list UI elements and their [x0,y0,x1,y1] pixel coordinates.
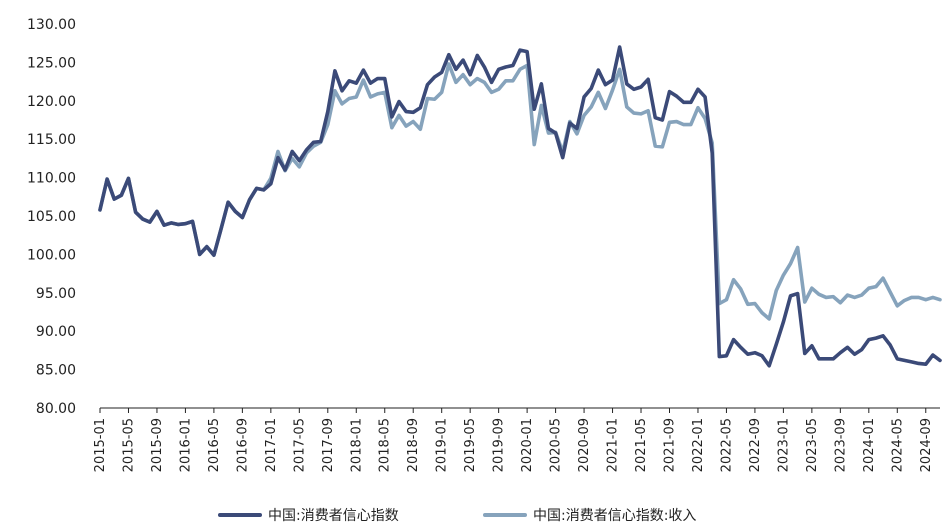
series-line-2 [98,62,942,321]
x-tick-label: 2022-05 [719,418,734,472]
x-tick-label: 2018-05 [378,418,393,472]
x-tick-label: 2023-05 [805,418,820,472]
x-tick-label: 2024-05 [890,418,905,472]
y-tick-label: 125.00 [27,55,76,71]
y-tick-label: 90.00 [36,324,76,340]
legend-item-2: 中国:消费者信心指数:收入 [483,504,696,526]
x-tick-label: 2017-01 [264,418,279,472]
x-tick-label: 2016-09 [235,418,250,472]
y-tick-label: 120.00 [27,94,76,110]
y-tick-label: 100.00 [27,247,76,263]
y-tick-label: 80.00 [36,401,76,417]
x-tick-label: 2018-09 [406,418,421,472]
x-tick-label: 2015-05 [121,418,136,472]
x-tick-label: 2017-09 [321,418,336,472]
x-tick-label: 2018-01 [349,418,364,472]
x-tick-label: 2021-09 [662,418,677,472]
x-tick-label: 2017-05 [292,418,307,472]
line-chart: 80.00 85.00 90.00 95.00 100.00 105.00 110.00 11… [27,17,942,472]
x-tick-label: 2021-01 [606,418,621,472]
x-tick-label: 2015-01 [93,418,108,472]
series-line-1 [98,45,942,368]
x-tick-label: 2016-01 [178,418,193,472]
y-tick-label: 105.00 [27,209,76,225]
x-tick-label: 2023-01 [776,418,791,472]
x-tick-label: 2020-09 [577,418,592,472]
x-tick-label: 2020-05 [549,418,564,472]
y-tick-label: 130.00 [27,17,76,33]
series-layer [98,45,942,368]
x-tick-label: 2016-05 [207,418,222,472]
x-tick-label: 2019-05 [463,418,478,472]
y-tick-label: 95.00 [36,286,76,302]
y-tick-label: 115.00 [27,132,76,148]
legend: 中国:消费者信心指数 中国:消费者信心指数:收入 [0,504,946,526]
x-tick-label: 2015-09 [150,418,165,472]
x-tick-label: 2020-01 [520,418,535,472]
y-axis: 80.00 85.00 90.00 95.00 100.00 105.00 110.00 11… [27,17,76,417]
x-tick-label: 2019-01 [435,418,450,472]
legend-swatch-1 [218,513,262,517]
legend-label-2: 中国:消费者信心指数:收入 [533,508,697,524]
x-tick-label: 2023-09 [833,418,848,472]
x-tick-label: 2024-09 [919,418,934,472]
legend-item-1: 中国:消费者信心指数 [218,504,399,526]
legend-label-1: 中国:消费者信心指数 [268,508,399,524]
y-tick-label: 110.00 [27,171,76,187]
x-tick-label: 2024-01 [862,418,877,472]
x-tick-label: 2022-01 [691,418,706,472]
x-tick-label: 2019-09 [492,418,507,472]
y-tick-label: 85.00 [36,363,76,379]
x-tick-label: 2022-09 [748,418,763,472]
legend-swatch-2 [483,513,527,517]
x-tick-label: 2021-05 [634,418,649,472]
x-axis: 2015-01 2015-05 2015-09 2016-01 2016-05 2016-… [93,407,940,472]
